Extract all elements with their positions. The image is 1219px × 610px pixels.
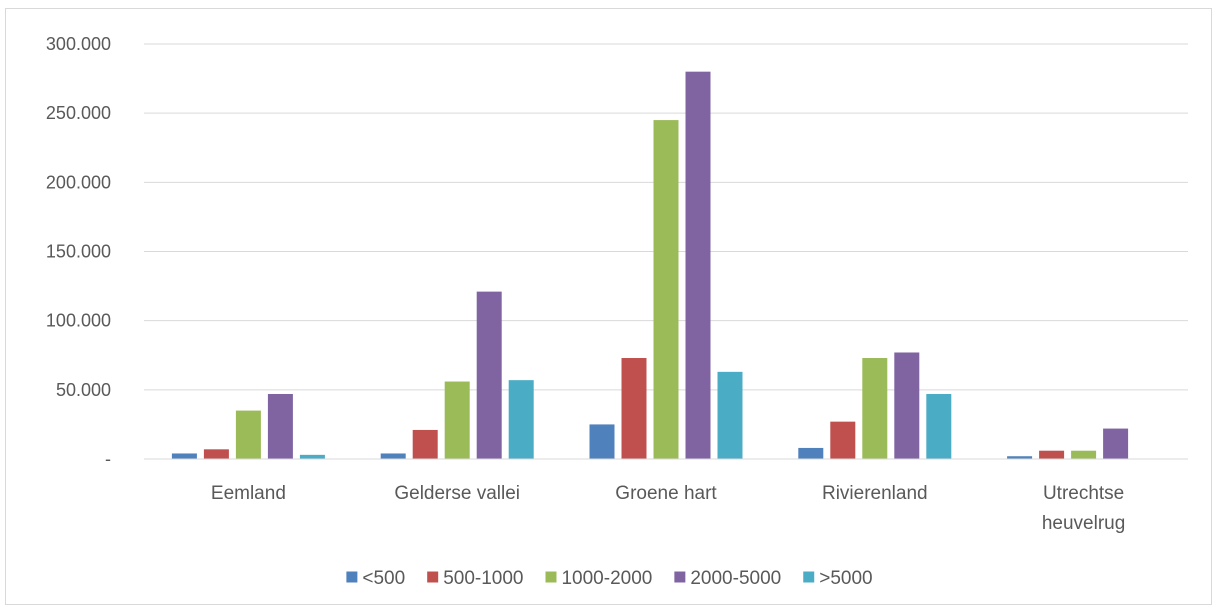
category-label: Groene hart — [615, 483, 717, 504]
bar — [508, 380, 534, 459]
bar — [444, 381, 470, 459]
bar — [589, 424, 615, 459]
bar — [798, 447, 824, 459]
y-axis-ticks: - 50.000 100.000 150.000 200.000 250.000 300.0… — [46, 34, 111, 469]
legend-label: >5000 — [819, 568, 872, 589]
bar — [862, 358, 888, 459]
bar — [717, 371, 743, 459]
category-label: Gelderse vallei — [394, 483, 520, 504]
y-tick-label: 300.000 — [46, 34, 111, 54]
bar — [203, 449, 229, 459]
bar — [653, 120, 679, 459]
bar — [380, 453, 406, 459]
bar — [171, 453, 197, 459]
category-label: heuvelrug — [1042, 513, 1125, 534]
category-label: Eemland — [211, 483, 286, 504]
bar — [1039, 450, 1065, 459]
bar — [621, 358, 647, 459]
category-label: Rivierenland — [822, 483, 928, 504]
bar — [894, 352, 920, 459]
legend-label: 500-1000 — [443, 568, 523, 589]
y-tick-label: - — [105, 449, 111, 469]
y-tick-label: 150.000 — [46, 242, 111, 262]
category-labels: Eemland Gelderse vallei Groene hart Riviere… — [211, 483, 1125, 534]
legend-label: 2000-5000 — [690, 568, 781, 589]
bar — [412, 429, 438, 459]
category-label: Utrechtse — [1043, 483, 1124, 504]
legend-label: <500 — [362, 568, 405, 589]
bars — [171, 71, 1129, 459]
legend-swatch — [346, 571, 358, 583]
legend-swatch — [803, 571, 815, 583]
y-tick-label: 250.000 — [46, 103, 111, 123]
y-tick-label: 100.000 — [46, 311, 111, 331]
chart-frame: - 50.000 100.000 150.000 200.000 250.000 300.0… — [5, 8, 1212, 605]
bar — [926, 393, 952, 459]
bar — [1007, 456, 1033, 459]
bar — [830, 421, 856, 459]
bar — [476, 291, 502, 459]
bar — [1071, 450, 1097, 459]
y-tick-label: 200.000 — [46, 172, 111, 192]
legend-swatch — [427, 571, 439, 583]
bar-chart: - 50.000 100.000 150.000 200.000 250.000 300.0… — [46, 34, 1188, 589]
bar — [299, 454, 325, 459]
y-tick-label: 50.000 — [56, 380, 111, 400]
legend-label: 1000-2000 — [561, 568, 652, 589]
legend-swatch — [545, 571, 557, 583]
bar — [1103, 428, 1129, 459]
legend: <500 500-1000 1000-2000 2000-5000 >5000 — [346, 568, 873, 589]
bar — [267, 393, 293, 459]
bar — [235, 410, 261, 459]
legend-swatch — [674, 571, 686, 583]
bar — [685, 71, 711, 459]
